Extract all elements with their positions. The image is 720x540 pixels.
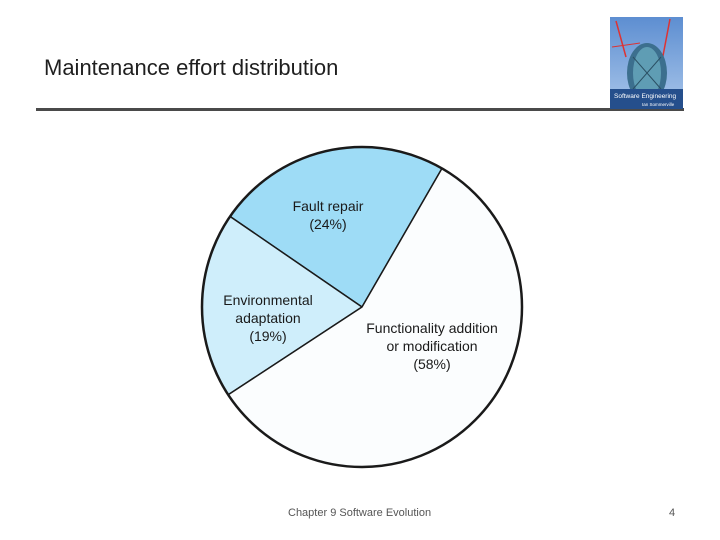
book-cover-subtitle: Ian Sommerville	[642, 102, 675, 107]
pie-slice-label-0: Fault repair (24%)	[293, 198, 364, 232]
pie-slice-label-1: Environmental adaptation (19%)	[223, 292, 313, 344]
slide-title: Maintenance effort distribution	[44, 55, 339, 80]
pie-slice-label-line: (24%)	[309, 216, 346, 232]
footer-chapter: Chapter 9 Software Evolution	[288, 507, 432, 519]
book-cover-title: Software Engineering	[614, 93, 677, 100]
pie-labels: Fault repair (24%) Environmental adaptation…	[223, 198, 498, 372]
pie-slice-label-line: Environmental	[223, 292, 313, 308]
book-cover-image: Software Engineering Ian Sommerville	[610, 17, 683, 109]
pie-slice-label-line: (19%)	[249, 328, 286, 344]
pie-slice-label-line: Functionality addition	[366, 320, 498, 336]
pie-outline	[200, 145, 524, 469]
title-divider	[36, 108, 684, 111]
pie-slice-label-line: (58%)	[413, 356, 450, 372]
pie-slice-label-line: Fault repair	[293, 198, 364, 214]
pie-slice-label-line: adaptation	[235, 310, 300, 326]
pie-slice-label-2: Functionality addition or modification (58…	[366, 320, 498, 372]
page-number: 4	[669, 507, 676, 519]
pie-slice-label-line: or modification	[386, 338, 477, 354]
